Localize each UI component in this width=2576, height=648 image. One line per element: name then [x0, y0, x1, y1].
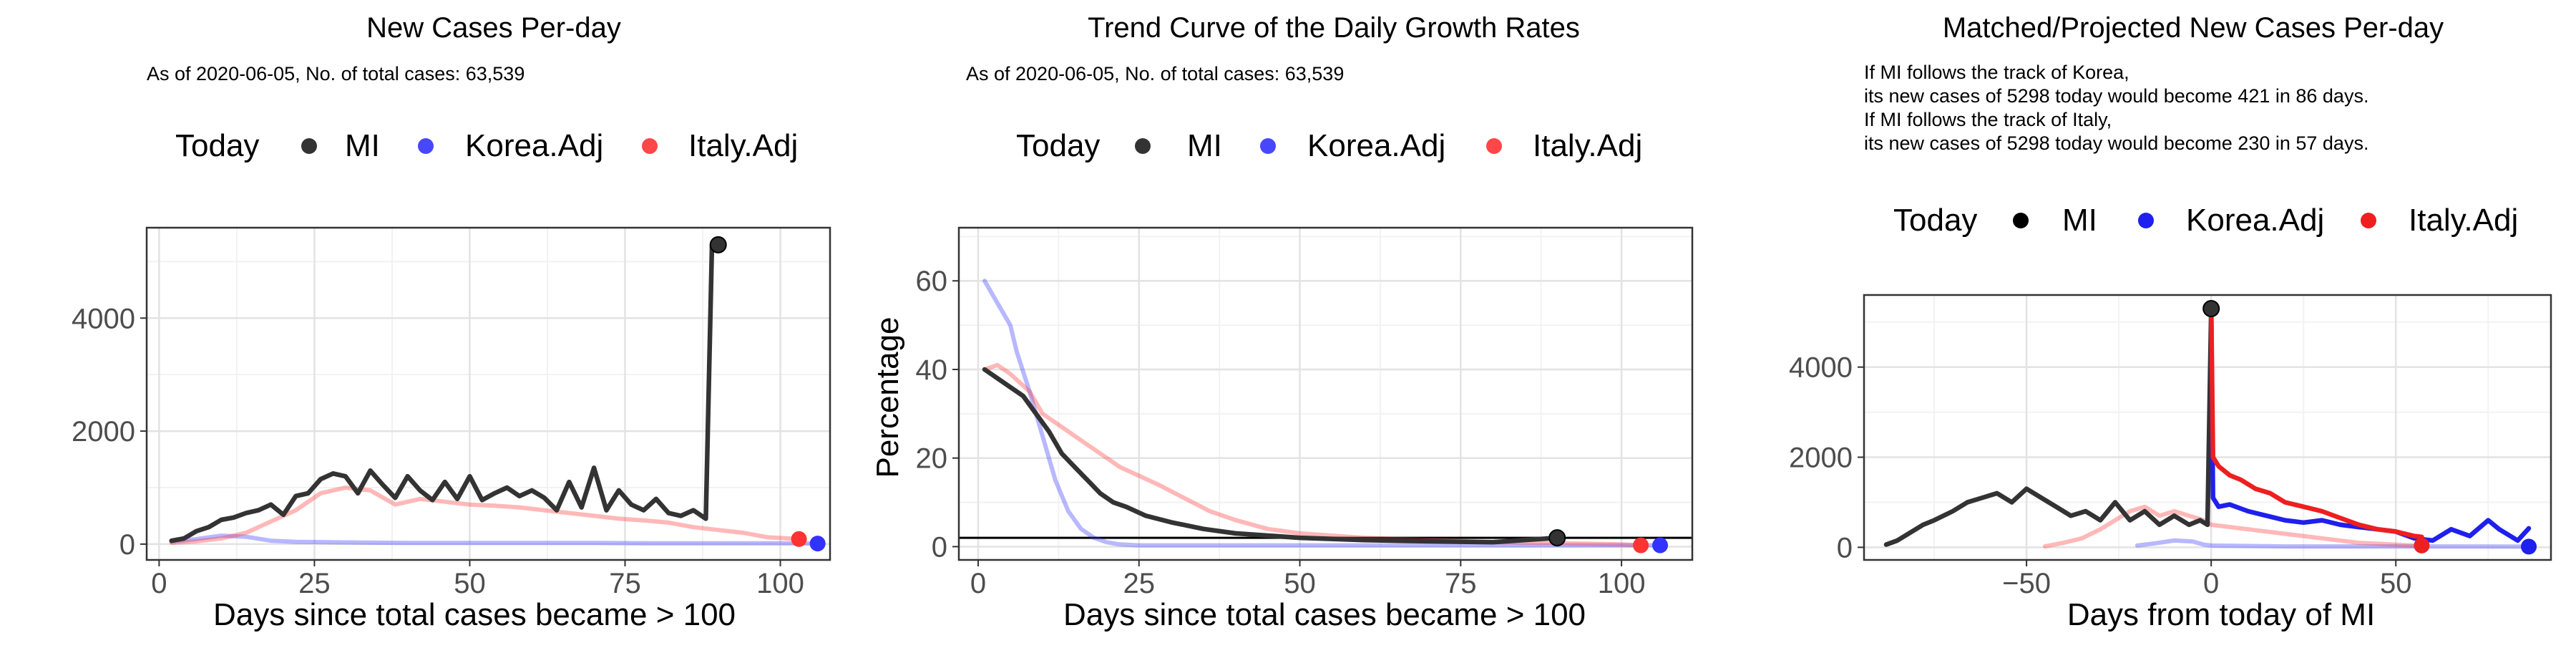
- legend-key-mi: [301, 138, 317, 154]
- chart-subtitle: As of 2020-06-05, No. of total cases: 63…: [966, 63, 1344, 84]
- legend-label-mi: MI: [1187, 128, 1222, 163]
- x-tick-label: 0: [151, 568, 167, 599]
- legend-key-korea: [2138, 213, 2154, 228]
- chart-projected-cases: Matched/Projected New Cases Per-day If M…: [1789, 12, 2552, 632]
- legend-key-mi: [2013, 213, 2029, 228]
- series-line-mi: [1883, 306, 2214, 547]
- series-line-italy-adj-matched: [2042, 504, 2424, 549]
- plot-area: [147, 228, 830, 560]
- y-tick-label: 2000: [1789, 443, 1853, 474]
- plot-border: [145, 226, 831, 561]
- chart-title: New Cases Per-day: [366, 12, 621, 44]
- chart-growth-rates: Trend Curve of the Daily Growth Rates As…: [870, 12, 1694, 632]
- x-axis-label: Days since total cases became > 100: [1063, 597, 1586, 632]
- legend-label-korea: Korea.Adj: [465, 128, 603, 163]
- legend-label-mi: MI: [2062, 203, 2097, 238]
- legend-key-italy: [1486, 138, 1502, 154]
- series-line-mi: [982, 367, 1560, 545]
- annotation-line: If MI follows the track of Italy,: [1864, 109, 2112, 130]
- x-tick-label: 50: [2380, 568, 2412, 599]
- legend-key-italy: [642, 138, 658, 154]
- today-point-korea-adj: [1652, 537, 1669, 553]
- today-point-korea-adj: [809, 536, 826, 552]
- legend-key-italy: [2361, 213, 2376, 228]
- today-point-mi: [1548, 529, 1566, 547]
- legend-label-korea: Korea.Adj: [1307, 128, 1445, 163]
- plot-border: [957, 226, 1694, 561]
- today-point-italy-adj: [791, 531, 807, 547]
- legend-label-italy: Italy.Adj: [2409, 203, 2518, 238]
- y-tick-label: 20: [916, 443, 948, 475]
- today-point-korea-adj: [2521, 538, 2537, 555]
- today-point-mi: [709, 236, 727, 253]
- annotation-line: its new cases of 5298 today would become…: [1864, 132, 2368, 154]
- legend-label-italy: Italy.Adj: [1533, 128, 1642, 163]
- today-point-italy-adj: [1633, 537, 1649, 553]
- panel-new-cases: New Cases Per-day As of 2020-06-05, No. …: [0, 0, 859, 644]
- chart-title: Trend Curve of the Daily Growth Rates: [1088, 12, 1580, 44]
- legend-label-italy: Italy.Adj: [688, 128, 798, 163]
- legend-today-label: Today: [175, 128, 259, 163]
- x-axis-label: Days from today of MI: [2067, 597, 2375, 632]
- chart-annotation: If MI follows the track of Korea, its ne…: [1864, 62, 2368, 154]
- chart-new-cases: New Cases Per-day As of 2020-06-05, No. …: [72, 12, 831, 632]
- legend: Today MI Korea.Adj Italy.Adj: [175, 128, 798, 163]
- annotation-line: its new cases of 5298 today would become…: [1864, 85, 2368, 107]
- legend-today-label: Today: [1016, 128, 1100, 163]
- y-tick-label: 0: [932, 531, 947, 563]
- series-line-korea-adj: [169, 533, 820, 546]
- series-line-italy-adj: [2208, 306, 2424, 540]
- y-tick-label: 0: [119, 529, 135, 561]
- x-tick-label: 25: [1123, 568, 1156, 599]
- x-tick-label: 100: [1598, 568, 1646, 599]
- legend-key-korea: [1260, 138, 1276, 154]
- legend-label-mi: MI: [345, 128, 380, 163]
- legend: Today MI Korea.Adj Italy.Adj: [1016, 128, 1642, 163]
- plot-area: [959, 228, 1692, 560]
- y-axis-label: Percentage: [870, 316, 905, 478]
- x-tick-label: 50: [454, 568, 486, 599]
- x-tick-label: 75: [1445, 568, 1477, 599]
- x-tick-label: 100: [756, 568, 804, 599]
- x-tick-label: 0: [970, 568, 986, 599]
- y-tick-label: 40: [916, 354, 948, 386]
- y-tick-label: 60: [916, 266, 948, 297]
- x-tick-label: −50: [2002, 568, 2051, 599]
- chart-subtitle: As of 2020-06-05, No. of total cases: 63…: [147, 63, 525, 84]
- today-point-mi: [2202, 300, 2220, 318]
- y-tick-label: 4000: [1789, 352, 1853, 384]
- x-tick-label: 50: [1284, 568, 1316, 599]
- legend-key-korea: [418, 138, 434, 154]
- y-tick-label: 0: [1837, 532, 1853, 564]
- y-tick-label: 4000: [72, 303, 135, 334]
- plot-border: [1863, 294, 2552, 561]
- chart-title: Matched/Projected New Cases Per-day: [1943, 12, 2444, 44]
- x-tick-label: 25: [298, 568, 331, 599]
- legend-key-mi: [1135, 138, 1151, 154]
- x-tick-label: 75: [609, 568, 641, 599]
- panel-projected-cases: Matched/Projected New Cases Per-day If M…: [1717, 0, 2576, 644]
- today-point-italy-adj: [2414, 537, 2430, 553]
- x-axis-label: Days since total cases became > 100: [213, 597, 736, 632]
- series-line-korea-adj: [982, 279, 1662, 548]
- legend: Today MI Korea.Adj Italy.Adj: [1893, 203, 2518, 238]
- series-line-mi: [169, 242, 721, 543]
- x-tick-label: 0: [2203, 568, 2219, 599]
- annotation-line: If MI follows the track of Korea,: [1864, 62, 2129, 83]
- legend-today-label: Today: [1893, 203, 1977, 238]
- panel-growth-rates: Trend Curve of the Daily Growth Rates As…: [859, 0, 1717, 644]
- y-tick-label: 2000: [72, 416, 135, 448]
- legend-label-korea: Korea.Adj: [2186, 203, 2324, 238]
- series-line-korea-adj-matched: [2135, 538, 2531, 549]
- series-line-italy-adj: [169, 485, 801, 546]
